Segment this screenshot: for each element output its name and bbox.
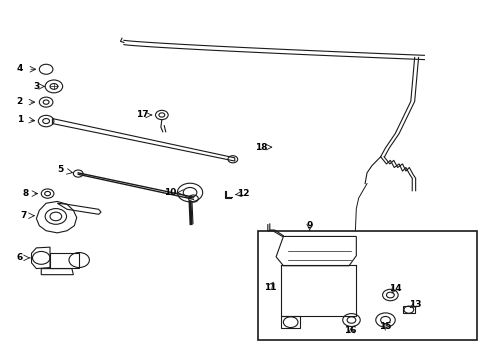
Bar — [50, 252, 79, 267]
Text: 15: 15 — [379, 322, 391, 331]
Text: 4: 4 — [17, 64, 23, 73]
Text: 8: 8 — [22, 189, 29, 198]
Bar — [281, 316, 300, 328]
Text: 16: 16 — [344, 325, 356, 334]
Bar — [281, 265, 356, 316]
Text: 2: 2 — [17, 97, 23, 106]
Text: 13: 13 — [408, 300, 421, 309]
Text: 1: 1 — [17, 116, 23, 125]
Text: 17: 17 — [136, 111, 148, 120]
Bar — [402, 306, 414, 313]
Text: 14: 14 — [388, 284, 401, 293]
Text: 7: 7 — [20, 211, 26, 220]
Text: 5: 5 — [58, 166, 64, 175]
Text: 3: 3 — [33, 82, 40, 91]
Text: 10: 10 — [164, 188, 177, 197]
Text: 9: 9 — [306, 221, 312, 230]
Text: 6: 6 — [17, 253, 23, 262]
Text: 12: 12 — [237, 189, 249, 198]
Text: 11: 11 — [263, 283, 275, 292]
Text: 18: 18 — [254, 143, 267, 152]
Bar — [258, 231, 476, 340]
